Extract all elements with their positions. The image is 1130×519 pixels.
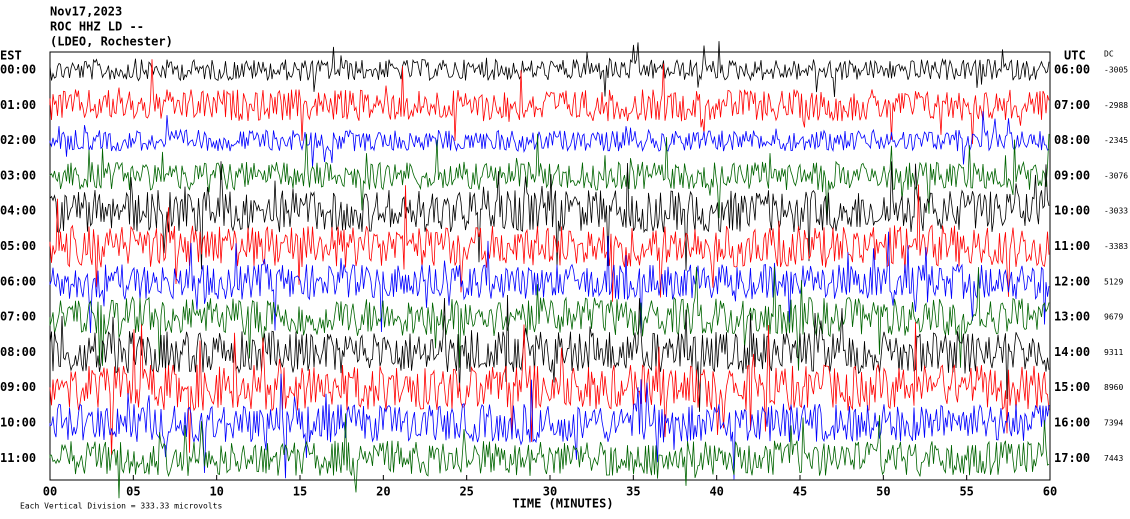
x-tick-label: 35: [626, 485, 640, 499]
left-time-label: 11:00: [0, 451, 36, 465]
x-tick-label: 60: [1043, 485, 1057, 499]
dc-value: -3005: [1104, 66, 1128, 75]
dc-value: -3383: [1104, 242, 1128, 251]
trace: [49, 373, 1050, 480]
dc-value: 7394: [1104, 419, 1123, 428]
trace: [49, 184, 1050, 302]
right-time-label: 16:00: [1054, 416, 1090, 430]
left-time-label: 10:00: [0, 416, 36, 430]
x-tick-label: 00: [43, 485, 57, 499]
dc-value: 9679: [1104, 313, 1123, 322]
x-tick-label: 30: [543, 485, 557, 499]
x-tick-label: 45: [793, 485, 807, 499]
dc-label: DC: [1104, 50, 1114, 59]
right-time-label: 12:00: [1054, 274, 1090, 288]
title-line: ROC HHZ LD --: [50, 20, 144, 34]
dc-value: -3033: [1104, 207, 1128, 216]
x-tick-label: 50: [876, 485, 890, 499]
right-time-label: 09:00: [1054, 168, 1090, 182]
x-tick-label: 05: [126, 485, 140, 499]
dc-value: -2345: [1104, 136, 1128, 145]
trace: [49, 161, 1050, 271]
dc-value: -3076: [1104, 171, 1128, 180]
left-time-label: 03:00: [0, 168, 36, 182]
right-time-label: 17:00: [1054, 451, 1090, 465]
right-axis-label: UTC: [1064, 49, 1086, 63]
right-time-label: 14:00: [1054, 345, 1090, 359]
left-time-label: 00:00: [0, 63, 36, 77]
right-time-label: 06:00: [1054, 63, 1090, 77]
right-time-label: 15:00: [1054, 380, 1090, 394]
trace: [49, 413, 1050, 499]
left-time-label: 05:00: [0, 239, 36, 253]
x-tick-label: 25: [459, 485, 473, 499]
left-time-label: 09:00: [0, 380, 36, 394]
left-time-label: 06:00: [0, 274, 36, 288]
left-time-label: 08:00: [0, 345, 36, 359]
left-time-label: 01:00: [0, 98, 36, 112]
dc-value: 9311: [1104, 348, 1123, 357]
left-time-label: 07:00: [0, 310, 36, 324]
trace: [49, 111, 1050, 168]
x-tick-label: 15: [293, 485, 307, 499]
x-tick-label: 20: [376, 485, 390, 499]
dc-value: 8960: [1104, 383, 1123, 392]
x-tick-label: 40: [709, 485, 723, 499]
left-time-label: 02:00: [0, 133, 36, 147]
title-line: (LDEO, Rochester): [50, 35, 173, 49]
right-time-label: 08:00: [1054, 133, 1090, 147]
dc-value: 7443: [1104, 454, 1123, 463]
x-tick-label: 10: [209, 485, 223, 499]
right-time-label: 11:00: [1054, 239, 1090, 253]
trace: [49, 231, 1050, 334]
trace: [49, 294, 1050, 412]
x-tick-label: 55: [959, 485, 973, 499]
right-time-label: 13:00: [1054, 310, 1090, 324]
dc-value: 5129: [1104, 277, 1123, 286]
plot-frame: [49, 51, 1051, 481]
trace: [49, 59, 1050, 145]
title-line: Nov17,2023: [50, 5, 122, 19]
left-time-label: 04:00: [0, 204, 36, 218]
dc-value: -2988: [1104, 101, 1128, 110]
right-time-label: 07:00: [1054, 98, 1090, 112]
trace: [49, 266, 1050, 371]
trace: [49, 133, 1050, 219]
left-axis-label: EST: [0, 49, 22, 63]
x-axis-label: TIME (MINUTES): [512, 497, 613, 511]
trace: [49, 41, 1050, 98]
right-time-label: 10:00: [1054, 204, 1090, 218]
trace: [49, 321, 1050, 456]
footnote: Each Vertical Division = 333.33 microvol…: [20, 502, 222, 511]
